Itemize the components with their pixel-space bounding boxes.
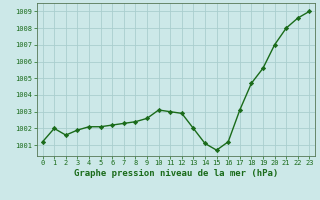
X-axis label: Graphe pression niveau de la mer (hPa): Graphe pression niveau de la mer (hPa): [74, 169, 278, 178]
